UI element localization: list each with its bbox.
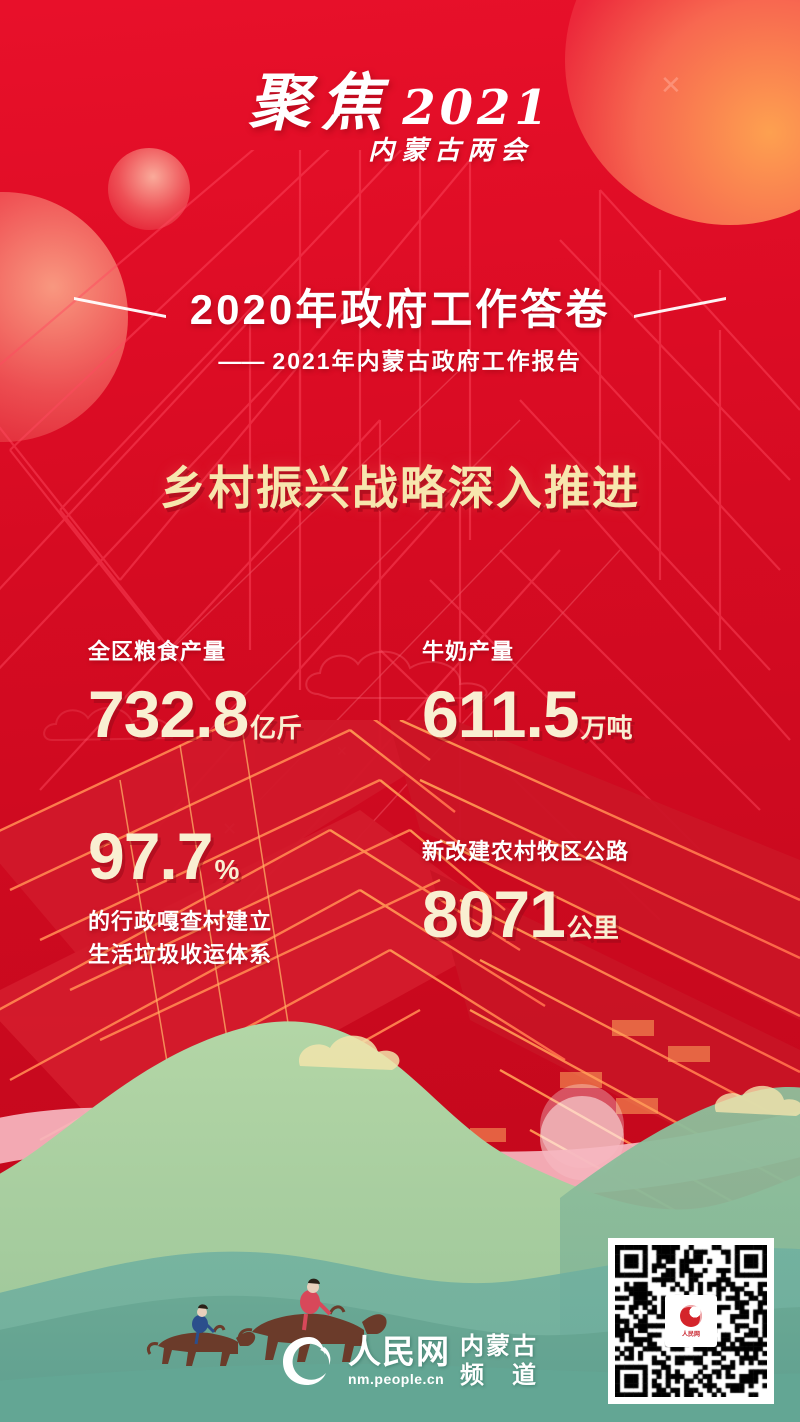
masthead-subtitle: 内蒙古两会 — [368, 136, 534, 166]
page-title: 2020年政府工作答卷 — [189, 286, 611, 333]
stat-value-group: 97.7% — [88, 819, 272, 893]
stat-card-milk: 牛奶产量 611.5万吨 — [422, 634, 633, 749]
title-rule-right-icon — [634, 296, 727, 318]
stats-row-2: 97.7% 的行政嘎查村建立 生活垃圾收运体系 新改建农村牧区公路 8071公里 — [0, 820, 800, 1010]
masthead-calligraphy: 聚焦 — [248, 66, 393, 139]
subtitle-text: 2021年内蒙古政府工作报告 — [272, 348, 582, 374]
page-subtitle: —— 2021年内蒙古政府工作报告 — [0, 342, 800, 376]
stat-label: 新改建农村牧区公路 — [422, 839, 630, 864]
stat-label: 牛奶产量 — [422, 639, 515, 664]
people-cn-moon-icon — [680, 1304, 702, 1327]
qr-center-logo: 人民网 — [665, 1295, 717, 1347]
stat-unit: 万吨 — [580, 713, 633, 743]
stat-value: 732.8 — [88, 677, 249, 751]
stats-row-1: 全区粮食产量 732.8亿斤 牛奶产量 611.5万吨 — [0, 620, 800, 820]
footer-brand[interactable]: 人民网 nm.people.cn 内蒙古 频 道 — [280, 1332, 538, 1391]
stat-card-grain: 全区粮食产量 732.8亿斤 — [88, 634, 302, 749]
subtitle-dash: —— — [218, 348, 265, 374]
channel-line-2: 频 道 — [460, 1362, 538, 1390]
channel-name: 内蒙古 频 道 — [460, 1332, 538, 1391]
stat-unit: % — [214, 854, 240, 885]
masthead: 聚焦 2021 内蒙古两会 — [0, 52, 800, 167]
stat-value: 8071 — [422, 877, 566, 951]
qr-logo-text: 人民网 — [681, 1331, 700, 1338]
brand-text-block: 人民网 nm.people.cn — [348, 1335, 450, 1387]
qr-code[interactable]: 人民网 — [608, 1238, 774, 1404]
stat-card-waste: 97.7% 的行政嘎查村建立 生活垃圾收运体系 — [88, 819, 273, 971]
stat-label: 全区粮食产量 — [88, 639, 227, 664]
stat-value-group: 732.8亿斤 — [88, 677, 303, 751]
brand-name-cn: 人民网 — [348, 1332, 450, 1372]
stat-unit: 亿斤 — [250, 713, 303, 743]
section-heading: 乡村振兴战略深入推进 — [160, 462, 640, 514]
stat-value: 611.5 — [422, 677, 580, 751]
masthead-year: 2021 — [402, 80, 552, 136]
stat-value-group: 611.5万吨 — [422, 677, 633, 751]
brand-url: nm.people.cn — [348, 1371, 445, 1388]
channel-line-1: 内蒙古 — [460, 1333, 538, 1360]
stat-unit: 公里 — [566, 913, 619, 943]
stat-value-group: 8071公里 — [422, 877, 629, 951]
stat-desc-line-2: 生活垃圾收运体系 — [88, 942, 273, 968]
stat-card-roads: 新改建农村牧区公路 8071公里 — [422, 834, 629, 949]
people-cn-logo-icon — [283, 1337, 331, 1386]
stats-grid: 全区粮食产量 732.8亿斤 牛奶产量 611.5万吨 97.7% 的行政嘎查村… — [0, 620, 800, 1010]
stat-desc-line-1: 的行政嘎查村建立 — [88, 909, 273, 935]
page-title-row: 2020年政府工作答卷 — [0, 276, 800, 337]
title-rule-left-icon — [73, 296, 166, 318]
stat-value: 97.7 — [88, 819, 213, 893]
